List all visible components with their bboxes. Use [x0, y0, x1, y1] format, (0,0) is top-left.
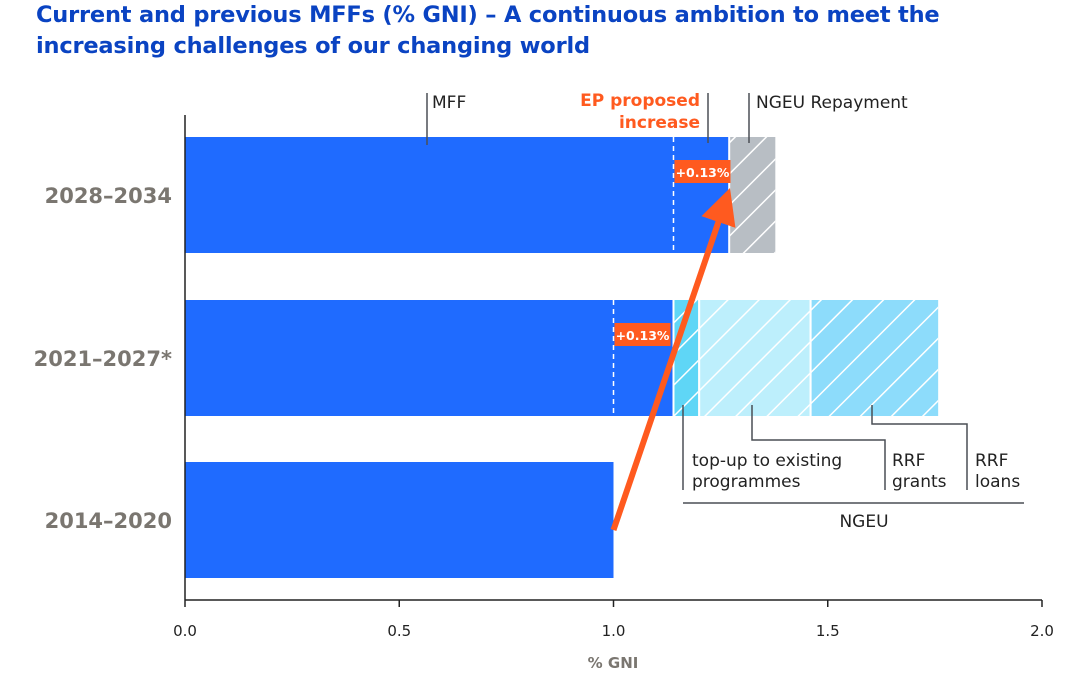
x-tick-label: 1.0 — [602, 622, 626, 640]
loans-annotation-line1: RRF — [975, 451, 1008, 471]
bar-mff — [185, 462, 614, 578]
bar-hatch — [729, 137, 776, 253]
repayment-annotation: NGEU Repayment — [756, 93, 908, 113]
bar-mff — [185, 137, 730, 253]
x-axis-label: % GNI — [588, 654, 639, 672]
grants-leader — [751, 405, 886, 490]
grants-annotation-line2: grants — [892, 472, 947, 492]
loans-leader — [871, 405, 968, 490]
bar-hatch — [699, 300, 810, 416]
ngeu-annotation: NGEU — [839, 512, 888, 532]
bar-mff — [185, 300, 674, 416]
mff-annotation: MFF — [432, 93, 466, 113]
category-label: 2014–2020 — [45, 509, 172, 533]
chart-title: Current and previous MFFs (% GNI) – A co… — [36, 2, 940, 59]
bar-hatch — [810, 300, 939, 416]
category-label: 2021–2027* — [34, 347, 172, 371]
category-label: 2028–2034 — [45, 184, 172, 208]
topup-annotation-line2: programmes — [692, 472, 801, 492]
x-tick-label: 0.0 — [173, 622, 197, 640]
x-tick-label: 1.5 — [816, 622, 840, 640]
ep-annotation-line1: EP proposed — [580, 91, 700, 111]
x-tick-label: 2.0 — [1030, 622, 1054, 640]
ep-annotation-line2: increase — [619, 113, 700, 133]
increase-label-bg — [614, 323, 671, 346]
loans-annotation-line2: loans — [975, 472, 1020, 492]
grants-annotation-line1: RRF — [892, 451, 925, 471]
increase-label: +0.13% — [676, 165, 730, 180]
increase-arrow — [610, 187, 736, 531]
topup-annotation-line1: top-up to existing — [692, 451, 842, 471]
x-tick-label: 0.5 — [387, 622, 411, 640]
increase-label: +0.13% — [616, 328, 670, 343]
increase-label-bg — [674, 160, 731, 183]
